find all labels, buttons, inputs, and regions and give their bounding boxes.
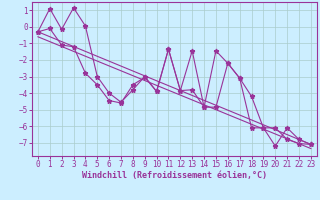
X-axis label: Windchill (Refroidissement éolien,°C): Windchill (Refroidissement éolien,°C) (82, 171, 267, 180)
